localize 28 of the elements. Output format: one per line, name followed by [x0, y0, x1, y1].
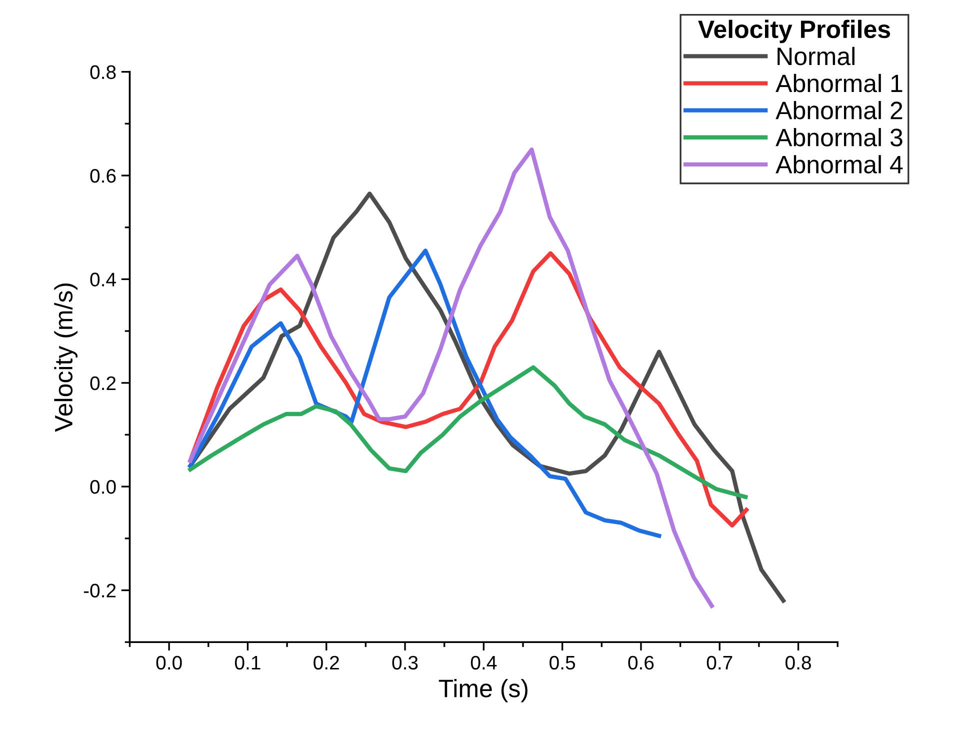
x-tick-label: 0.7	[706, 656, 732, 670]
x-tick-label: 0.6	[628, 656, 654, 670]
legend-label: Abnormal 3	[776, 128, 902, 146]
legend-label: Abnormal 2	[776, 100, 902, 120]
x-tick-label: 0.2	[314, 656, 339, 670]
y-tick-label: -0.2	[84, 584, 116, 598]
x-tick-label: 0.5	[550, 656, 576, 670]
line-series	[188, 192, 786, 603]
y-axis-title: Velocity (m/s)	[54, 284, 78, 432]
y-tick-label: 0.2	[90, 376, 116, 390]
line-series	[188, 248, 662, 538]
y-tick-label: 0.6	[90, 168, 116, 183]
x-axis-title: Time (s)	[438, 678, 528, 702]
x-tick-label: 0.1	[234, 656, 260, 670]
legend-label: Abnormal 4	[776, 155, 903, 174]
y-tick-label: 0.8	[90, 65, 116, 80]
legend-label: Abnormal 1	[776, 74, 902, 92]
legend-label: Normal	[778, 46, 854, 66]
x-tick-label: 0.4	[470, 656, 497, 670]
line-series	[188, 251, 748, 528]
x-tick-label: 0.0	[156, 656, 182, 670]
line-series	[188, 365, 748, 500]
x-tick-label: 0.3	[392, 656, 418, 670]
line-series	[188, 148, 714, 608]
legend-title: Velocity Profiles	[698, 20, 890, 44]
x-tick-label: 0.8	[786, 656, 811, 670]
y-tick-label: 0.0	[90, 480, 116, 494]
y-tick-label: 0.4	[90, 272, 116, 286]
